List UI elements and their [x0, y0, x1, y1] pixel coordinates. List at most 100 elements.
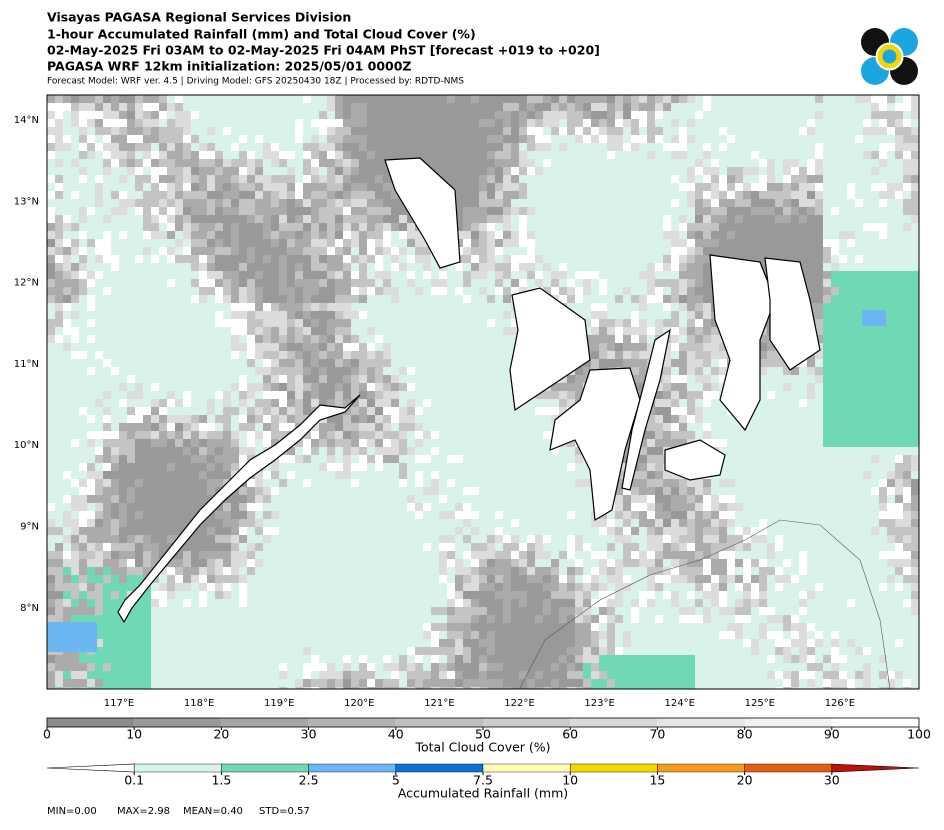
cloud-cell	[695, 343, 703, 351]
cloud-cell	[271, 375, 279, 383]
cloud-cell	[767, 231, 775, 239]
cloud-cell	[911, 479, 919, 487]
cloud-cell	[175, 151, 183, 159]
cloud-cell	[311, 239, 319, 247]
cloud-cell	[799, 175, 807, 183]
cloud-cell	[703, 191, 711, 199]
cloud-cell	[511, 543, 519, 551]
cloud-cell	[831, 639, 839, 647]
cloud-cell	[687, 655, 695, 663]
cloud-cell	[463, 143, 471, 151]
cloud-cell	[783, 199, 791, 207]
cloud-cell	[431, 487, 439, 495]
cloud-cell	[247, 495, 255, 503]
cloud-cell	[55, 175, 63, 183]
cloud-cell	[703, 223, 711, 231]
cloud-cell	[327, 103, 335, 111]
cloud-cell	[431, 287, 439, 295]
negros	[549, 367, 641, 521]
cloud-cell	[295, 359, 303, 367]
cloud-cell	[495, 671, 503, 679]
cloud-cell	[471, 671, 479, 679]
cloud-cell	[215, 391, 223, 399]
cloud-cell	[279, 303, 287, 311]
cloud-cell	[487, 191, 495, 199]
cloud-cell	[543, 103, 551, 111]
cloud-cell	[895, 423, 903, 431]
cloud-cell	[855, 351, 863, 359]
cloud-cell	[231, 455, 239, 463]
cloud-cell	[775, 639, 783, 647]
cloud-cell	[55, 223, 63, 231]
cloud-cell	[855, 255, 863, 263]
cloud-cell	[847, 191, 855, 199]
cloud-cell	[279, 351, 287, 359]
cloud-cell	[319, 159, 327, 167]
cloud-cell	[263, 239, 271, 247]
stat: MAX=2.98	[117, 806, 170, 817]
cloud-cell	[671, 663, 679, 671]
cloud-cell	[463, 551, 471, 559]
cloud-cell	[391, 687, 399, 689]
cloud-cell	[543, 535, 551, 543]
cloud-cell	[367, 199, 375, 207]
cloud-cell	[351, 95, 359, 103]
cloud-cell	[151, 207, 159, 215]
cloud-cell	[223, 263, 231, 271]
cloud-cell	[559, 631, 567, 639]
cloud-cell	[759, 607, 767, 615]
cloud-cell	[279, 287, 287, 295]
cloud-cell	[735, 559, 743, 567]
cloud-cell	[71, 327, 79, 335]
cloud-cell	[383, 343, 391, 351]
cloud-cell	[655, 415, 663, 423]
cloud-cell	[583, 623, 591, 631]
cloud-cell	[231, 383, 239, 391]
cloud-cell	[343, 295, 351, 303]
cloud-cell	[199, 231, 207, 239]
cloud-cell	[719, 183, 727, 191]
cloud-cell	[599, 679, 607, 687]
cloud-cell	[255, 191, 263, 199]
cloud-cell	[911, 183, 919, 191]
cloud-cell	[623, 631, 631, 639]
cloud-cell	[383, 127, 391, 135]
cloud-cell	[679, 503, 687, 511]
cloud-cell	[327, 247, 335, 255]
cloud-cell	[615, 119, 623, 127]
cloud-cell	[231, 335, 239, 343]
cloud-cell	[183, 183, 191, 191]
cloud-cell	[431, 95, 439, 103]
cloud-cell	[495, 127, 503, 135]
cloud-cell	[855, 327, 863, 335]
cloud-cell	[103, 503, 111, 511]
cloud-cell	[495, 639, 503, 647]
cloud-cell	[623, 495, 631, 503]
cloud-cell	[55, 247, 63, 255]
cloud-cell	[191, 207, 199, 215]
cloud-cell	[391, 439, 399, 447]
cloud-cell	[255, 223, 263, 231]
cloud-cell	[599, 127, 607, 135]
cloud-cell	[903, 415, 911, 423]
cloud-cell	[143, 247, 151, 255]
cloud-cell	[95, 119, 103, 127]
cloud-cell	[863, 439, 871, 447]
cloud-cell	[903, 511, 911, 519]
cloud-cell	[903, 271, 911, 279]
cloud-cell	[415, 151, 423, 159]
cloud-cell	[471, 615, 479, 623]
cloud-cell	[887, 367, 895, 375]
cloud-cell	[647, 519, 655, 527]
cloud-cell	[159, 415, 167, 423]
cloud-cell	[335, 143, 343, 151]
cloud-cell	[655, 679, 663, 687]
cloud-cell	[879, 487, 887, 495]
cloud-cell	[335, 199, 343, 207]
cloud-cell	[599, 671, 607, 679]
cloud-cell	[815, 239, 823, 247]
cloud-cell	[495, 559, 503, 567]
cloud-cell	[239, 311, 247, 319]
cloud-cell	[391, 663, 399, 671]
cloud-cell	[111, 631, 119, 639]
